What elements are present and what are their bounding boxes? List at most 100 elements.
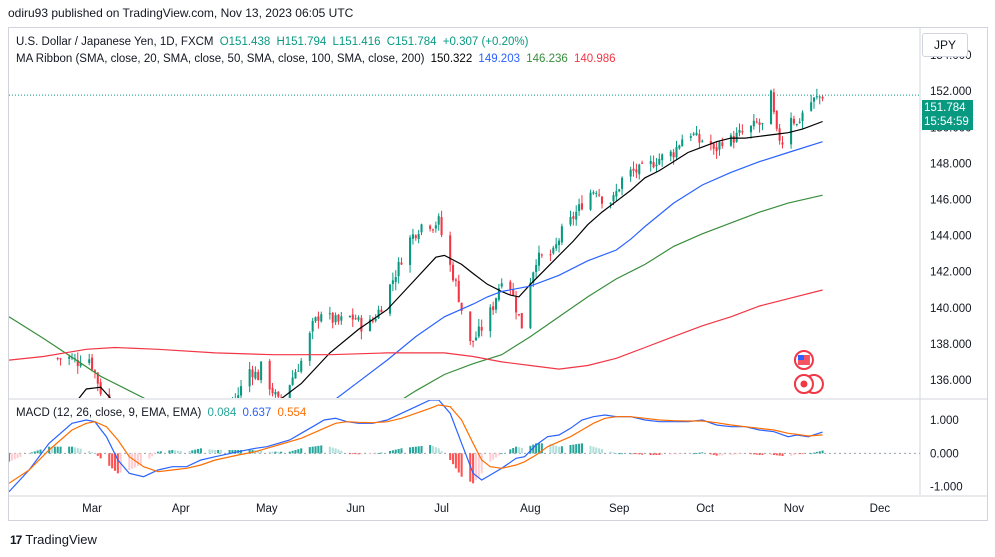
candle-down xyxy=(271,387,274,394)
histogram-bar xyxy=(50,446,54,454)
candle-up xyxy=(678,145,681,149)
candle-up xyxy=(752,120,755,127)
candle-down xyxy=(512,289,515,296)
histogram-bar xyxy=(116,453,119,474)
histogram-bar xyxy=(494,453,498,458)
candle-up xyxy=(291,377,294,385)
histogram-bar xyxy=(268,451,271,454)
histogram-bar xyxy=(156,451,159,454)
candle-up xyxy=(311,320,314,332)
histogram-bar xyxy=(171,450,174,454)
candle-down xyxy=(635,169,638,173)
histogram-bar xyxy=(440,451,443,454)
ma20-value: 150.322 xyxy=(430,53,473,65)
histogram-bar xyxy=(420,446,423,454)
histogram-bar xyxy=(658,453,661,455)
candle-up xyxy=(168,436,170,459)
candle-up xyxy=(609,202,612,204)
histogram-bar xyxy=(354,453,357,455)
candle-up xyxy=(300,360,303,372)
histogram-bar xyxy=(314,446,317,454)
symbol-name[interactable]: U.S. Dollar / Japanese Yen, 1D, FXCM xyxy=(16,36,214,48)
histogram-bar xyxy=(609,451,612,454)
macd-line-macd xyxy=(9,400,823,493)
candle-up xyxy=(397,261,400,277)
ma-ribbon-label[interactable]: MA Ribbon (SMA, close, 20, SMA, close, 5… xyxy=(16,53,425,65)
candle-down xyxy=(251,369,254,378)
candle-up xyxy=(692,133,695,135)
histogram-bar xyxy=(555,445,558,454)
candle-down xyxy=(257,371,260,381)
candle-up xyxy=(795,123,798,125)
macd-signal-value: 0.554 xyxy=(277,407,307,419)
ma-line-sma-50 xyxy=(336,141,823,398)
histogram-bar xyxy=(612,452,615,454)
histogram-bar xyxy=(99,453,102,459)
candle-up xyxy=(240,386,243,396)
histogram-bar xyxy=(434,447,437,454)
candle-down xyxy=(600,196,604,204)
histogram-bar xyxy=(735,453,738,455)
currency-button[interactable]: JPY xyxy=(922,33,968,57)
histogram-bar xyxy=(411,447,414,454)
candle-up xyxy=(477,326,480,337)
histogram-bar xyxy=(641,453,644,455)
histogram-bar xyxy=(772,453,775,455)
candle-up xyxy=(151,459,153,464)
histogram-bar xyxy=(288,451,291,454)
candle-down xyxy=(99,382,102,395)
candle-down xyxy=(96,372,99,384)
candle-up xyxy=(494,298,498,310)
histogram-bar xyxy=(79,448,82,454)
candle-up xyxy=(569,216,572,225)
candle-down xyxy=(76,360,79,366)
candle-down xyxy=(277,391,280,397)
histogram-bar xyxy=(154,453,157,455)
candle-up xyxy=(589,192,592,210)
histogram-bar xyxy=(431,446,435,454)
candles xyxy=(56,88,824,465)
histogram-bar xyxy=(429,445,432,454)
symbol-legend: U.S. Dollar / Japanese Yen, 1D, FXCM O15… xyxy=(16,36,531,48)
candle-up xyxy=(500,283,503,287)
histogram-bar xyxy=(661,453,664,455)
histogram-bar xyxy=(320,445,323,454)
candle-down xyxy=(449,235,452,265)
candle-up xyxy=(297,370,300,372)
candle-up xyxy=(735,132,738,142)
histogram-bar xyxy=(578,443,581,454)
histogram-bar xyxy=(549,444,552,454)
candle-up xyxy=(340,316,343,321)
macd-line-value: 0.637 xyxy=(242,407,272,419)
histogram-bar xyxy=(755,453,758,455)
candle-up xyxy=(254,371,257,379)
ma100-value: 146.236 xyxy=(526,53,568,65)
histogram-bar xyxy=(798,453,801,455)
candle-down xyxy=(157,459,159,464)
histogram-bar xyxy=(469,453,472,482)
candle-down xyxy=(492,306,495,311)
histogram-bar xyxy=(311,446,314,454)
price-tick-label: 136.000 xyxy=(930,375,972,387)
footer-brand[interactable]: 17 TradingView xyxy=(10,532,97,547)
candle-down xyxy=(641,162,644,164)
histogram-bar xyxy=(53,446,56,454)
histogram-bar xyxy=(28,453,31,455)
macd-label[interactable]: MACD (12, 26, close, 9, EMA, EMA) xyxy=(16,407,202,419)
candle-up xyxy=(174,435,176,439)
candle-up xyxy=(434,225,437,229)
histogram-bar xyxy=(96,453,99,456)
candle-down xyxy=(56,358,59,360)
candle-down xyxy=(758,122,761,126)
candle-up xyxy=(160,460,162,465)
us-flag-canton-icon xyxy=(797,355,804,360)
histogram-bar xyxy=(391,450,394,454)
histogram-bar xyxy=(139,453,142,465)
candle-up xyxy=(595,193,598,195)
histogram-bar xyxy=(695,453,698,454)
histogram-bar xyxy=(377,453,380,454)
candle-down xyxy=(652,161,655,168)
candle-up xyxy=(260,361,263,381)
histogram-bar xyxy=(211,449,214,454)
